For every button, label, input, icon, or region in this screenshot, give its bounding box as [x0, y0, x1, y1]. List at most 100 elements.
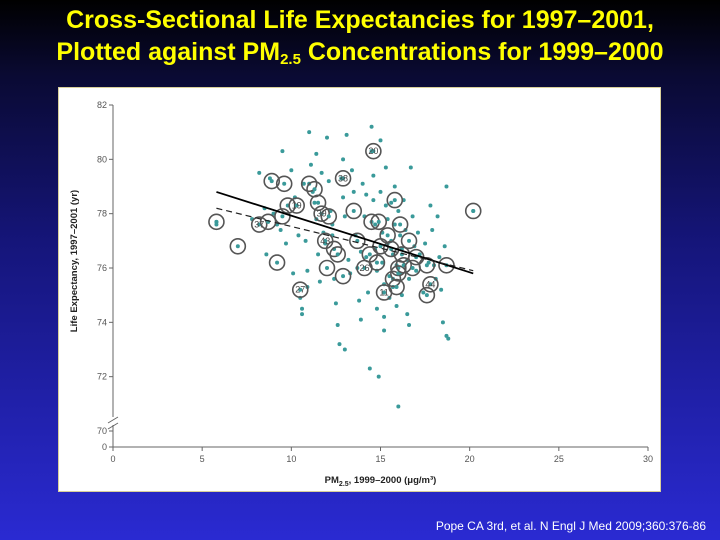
y-tick-label: 74	[97, 317, 107, 327]
circled-point	[288, 197, 305, 214]
data-point	[382, 314, 387, 319]
data-point	[392, 222, 397, 227]
circled-point	[313, 205, 330, 222]
circled-point	[300, 175, 318, 193]
x-tick-label: 15	[375, 454, 385, 464]
data-point	[323, 238, 328, 243]
data-point	[337, 342, 342, 347]
data-point	[423, 241, 428, 246]
data-point	[373, 222, 378, 227]
data-point	[280, 149, 285, 154]
y-tick-label: 76	[97, 263, 107, 273]
circled-point	[370, 213, 388, 231]
data-point	[257, 170, 262, 175]
data-point	[396, 271, 401, 276]
data-point	[392, 198, 397, 203]
data-point	[335, 323, 340, 328]
data-point	[351, 189, 356, 194]
data-point	[294, 203, 299, 208]
circled-point	[365, 142, 382, 160]
circled-point	[263, 172, 281, 190]
data-point	[342, 214, 347, 219]
data-point	[319, 170, 324, 175]
data-point	[392, 184, 397, 189]
data-point	[410, 266, 415, 270]
data-point	[428, 282, 433, 287]
data-point	[342, 347, 347, 352]
circled-point	[334, 170, 352, 187]
data-point	[394, 285, 399, 290]
data-point	[325, 135, 329, 140]
data-point	[296, 233, 301, 238]
data-point	[278, 227, 283, 232]
chart-panel: 70 72 74 76 78 80 82 0 0 5 10 15 20 25 30 PM2.5, 1999–2…	[58, 87, 661, 492]
circled-point	[229, 237, 247, 255]
circled-point	[438, 256, 455, 274]
x-tick-label: 30	[643, 454, 653, 464]
circled-point-label: 20	[368, 146, 378, 156]
data-point	[376, 219, 381, 224]
data-point	[383, 165, 388, 170]
data-point	[308, 162, 313, 167]
circled-point-label: 19	[292, 201, 302, 211]
axis-break-mark	[107, 422, 119, 430]
data-point	[358, 317, 363, 322]
circled-point	[259, 213, 277, 231]
data-point	[351, 208, 356, 213]
data-point	[376, 374, 381, 379]
circled-point-label: 43	[320, 236, 330, 246]
data-point	[399, 293, 404, 298]
circled-point	[386, 191, 404, 209]
circled-point	[390, 265, 407, 282]
data-point	[326, 179, 331, 184]
citation: Pope CA 3rd, et al. N Engl J Med 2009;36…	[435, 519, 706, 533]
x-tick-label: 10	[286, 454, 296, 464]
data-point	[341, 157, 346, 162]
data-point	[410, 214, 415, 219]
data-point	[407, 323, 412, 328]
data-point	[367, 252, 372, 257]
data-point	[335, 252, 340, 257]
data-point	[374, 306, 379, 311]
data-point	[312, 200, 317, 205]
data-point	[300, 306, 305, 311]
circled-point	[208, 213, 225, 231]
circled-point-label: 27	[295, 285, 305, 295]
data-point	[362, 266, 367, 270]
x-tick-label: 5	[200, 454, 205, 464]
x-tick-label: 0	[110, 454, 115, 464]
data-point	[385, 233, 390, 238]
data-point	[369, 124, 374, 129]
data-point	[398, 222, 403, 227]
data-point	[405, 312, 410, 317]
data-point	[305, 268, 310, 273]
data-point	[316, 200, 321, 205]
data-point	[442, 244, 447, 249]
circled-point	[349, 232, 366, 250]
data-point	[367, 366, 372, 371]
data-point	[235, 244, 240, 249]
circled-point	[250, 216, 268, 233]
x-tick-label: 20	[465, 454, 475, 464]
circled-point	[464, 202, 482, 220]
data-point	[414, 268, 419, 273]
data-point	[430, 227, 435, 232]
circled-point	[400, 232, 418, 250]
data-point	[349, 168, 354, 173]
data-point	[289, 168, 294, 173]
data-point	[396, 208, 401, 213]
y-tick-label: 0	[102, 442, 107, 452]
title-line-2-subscript: 2.5	[280, 51, 301, 68]
data-point	[415, 230, 420, 235]
data-point	[366, 290, 371, 295]
data-point	[383, 203, 388, 208]
data-point	[360, 181, 365, 186]
circled-point	[388, 278, 405, 296]
data-point	[312, 187, 317, 192]
circled-point	[422, 276, 439, 293]
circled-point	[329, 246, 347, 263]
y-tick-label: 78	[97, 209, 107, 219]
circled-point	[268, 254, 286, 271]
data-point	[346, 257, 351, 262]
data-point	[307, 130, 312, 135]
